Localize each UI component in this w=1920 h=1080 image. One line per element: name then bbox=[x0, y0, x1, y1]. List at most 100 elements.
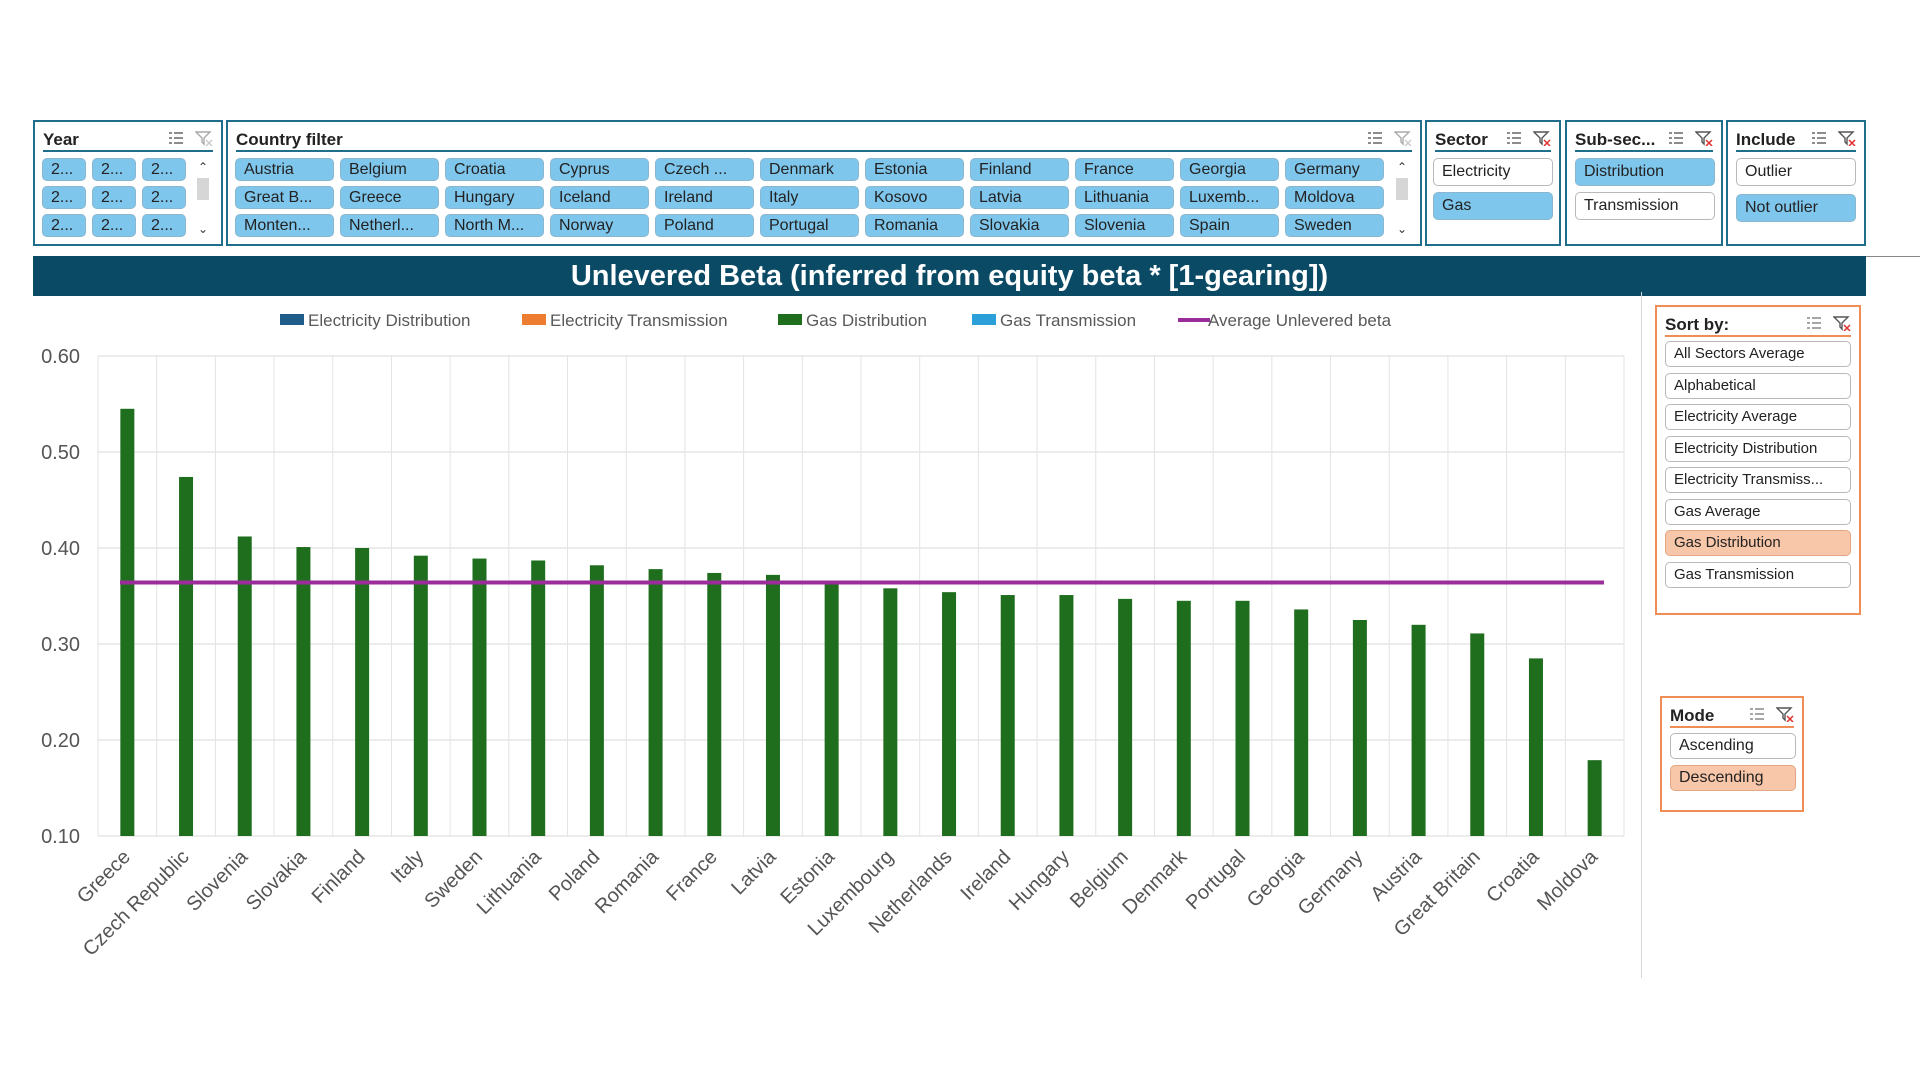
bar-gas-distribution bbox=[296, 547, 311, 836]
year-item-1[interactable]: 2... bbox=[42, 158, 86, 181]
subsector-distribution-button[interactable]: Distribution bbox=[1575, 158, 1715, 186]
year-item-5[interactable]: 2... bbox=[92, 186, 136, 209]
bar-gas-distribution bbox=[648, 569, 663, 836]
country-scrollbar[interactable]: ⌃ ⌄ bbox=[1394, 160, 1410, 238]
country-button[interactable]: Belgium bbox=[340, 158, 439, 181]
country-button[interactable]: Latvia bbox=[970, 186, 1069, 209]
sort-option[interactable]: Gas Average bbox=[1665, 498, 1851, 525]
x-category-label: France bbox=[662, 846, 722, 906]
mode-ascending-button[interactable]: Ascending bbox=[1670, 733, 1796, 759]
country-button[interactable]: Moldova bbox=[1285, 186, 1384, 209]
clear-filter-icon[interactable] bbox=[1775, 706, 1794, 723]
country-button[interactable]: Slovenia bbox=[1075, 214, 1174, 237]
include-outlier-button[interactable]: Outlier bbox=[1736, 158, 1856, 186]
sort-option[interactable]: Gas Distribution bbox=[1665, 530, 1851, 556]
country-button[interactable]: Slovakia bbox=[970, 214, 1069, 237]
sector-gas-button[interactable]: Gas bbox=[1433, 192, 1553, 220]
bar-gas-distribution bbox=[942, 592, 957, 836]
clear-filter-icon[interactable] bbox=[1532, 130, 1551, 147]
bar-gas-distribution bbox=[179, 476, 194, 836]
country-button[interactable]: Monten... bbox=[235, 214, 334, 237]
multi-select-icon[interactable] bbox=[1805, 315, 1823, 331]
sector-slicer-header: Sector bbox=[1435, 128, 1551, 150]
country-button[interactable]: Croatia bbox=[445, 158, 544, 181]
y-tick-label: 0.30 bbox=[41, 634, 80, 656]
country-button[interactable]: Ireland bbox=[655, 186, 754, 209]
country-button[interactable]: Denmark bbox=[760, 158, 859, 181]
year-item-7[interactable]: 2... bbox=[42, 214, 86, 237]
country-button[interactable]: Spain bbox=[1180, 214, 1279, 237]
bar-gas-distribution bbox=[1411, 624, 1426, 836]
sort-option[interactable]: Electricity Transmiss... bbox=[1665, 467, 1851, 493]
x-category-label: Portugal bbox=[1182, 846, 1250, 914]
bar-gas-distribution bbox=[765, 574, 780, 836]
country-button[interactable]: Sweden bbox=[1285, 214, 1384, 237]
country-button[interactable]: Cyprus bbox=[550, 158, 649, 181]
country-button[interactable]: Lithuania bbox=[1075, 186, 1174, 209]
year-item-4[interactable]: 2... bbox=[42, 186, 86, 209]
include-slicer: Include Outlier Not outlier bbox=[1726, 120, 1866, 246]
country-button[interactable]: Luxemb... bbox=[1180, 186, 1279, 209]
bar-gas-distribution bbox=[1294, 609, 1309, 836]
x-category-label: Slovenia bbox=[182, 845, 252, 915]
sort-option[interactable]: Electricity Average bbox=[1665, 404, 1851, 430]
country-button[interactable]: Germany bbox=[1285, 158, 1384, 181]
clear-filter-icon[interactable] bbox=[1393, 130, 1412, 147]
legend-swatch bbox=[280, 314, 304, 325]
sort-option[interactable]: Gas Transmission bbox=[1665, 561, 1851, 588]
scroll-up-icon[interactable]: ⌃ bbox=[197, 160, 209, 174]
country-button[interactable]: Austria bbox=[235, 158, 334, 181]
country-button[interactable]: Kosovo bbox=[865, 186, 964, 209]
country-button[interactable]: Great B... bbox=[235, 186, 334, 209]
country-button[interactable]: Georgia bbox=[1180, 158, 1279, 181]
scroll-down-icon[interactable]: ⌄ bbox=[197, 222, 209, 236]
sort-option[interactable]: All Sectors Average bbox=[1665, 341, 1851, 367]
year-item-9[interactable]: 2... bbox=[142, 214, 186, 237]
y-tick-label: 0.40 bbox=[41, 538, 80, 560]
scroll-up-icon[interactable]: ⌃ bbox=[1396, 160, 1408, 174]
country-button[interactable]: Hungary bbox=[445, 186, 544, 209]
clear-filter-icon[interactable] bbox=[1832, 315, 1851, 332]
year-item-2[interactable]: 2... bbox=[92, 158, 136, 181]
country-button[interactable]: Italy bbox=[760, 186, 859, 209]
country-button[interactable]: Poland bbox=[655, 214, 754, 237]
country-button[interactable]: Norway bbox=[550, 214, 649, 237]
subsector-transmission-button[interactable]: Transmission bbox=[1575, 192, 1715, 220]
country-button[interactable]: Netherl... bbox=[340, 214, 439, 237]
legend-label: Average Unlevered beta bbox=[1208, 311, 1392, 330]
clear-filter-icon[interactable] bbox=[194, 130, 213, 147]
include-not-outlier-button[interactable]: Not outlier bbox=[1736, 194, 1856, 222]
multi-select-icon[interactable] bbox=[1810, 130, 1828, 146]
year-item-6[interactable]: 2... bbox=[142, 186, 186, 209]
sort-option[interactable]: Electricity Distribution bbox=[1665, 435, 1851, 462]
x-category-label: Denmark bbox=[1118, 845, 1192, 919]
multi-select-icon[interactable] bbox=[1667, 130, 1685, 146]
country-button[interactable]: Czech ... bbox=[655, 158, 754, 181]
multi-select-icon[interactable] bbox=[167, 130, 185, 146]
sector-electricity-button[interactable]: Electricity bbox=[1433, 158, 1553, 186]
multi-select-icon[interactable] bbox=[1366, 130, 1384, 146]
sort-option[interactable]: Alphabetical bbox=[1665, 372, 1851, 399]
sector-slicer: Sector Electricity Gas bbox=[1425, 120, 1561, 246]
country-button[interactable]: North M... bbox=[445, 214, 544, 237]
clear-filter-icon[interactable] bbox=[1694, 130, 1713, 147]
year-item-3[interactable]: 2... bbox=[142, 158, 186, 181]
scroll-down-icon[interactable]: ⌄ bbox=[1396, 222, 1408, 236]
divider bbox=[1866, 256, 1920, 257]
mode-descending-button[interactable]: Descending bbox=[1670, 765, 1796, 791]
year-item-8[interactable]: 2... bbox=[92, 214, 136, 237]
country-button[interactable]: Estonia bbox=[865, 158, 964, 181]
clear-filter-icon[interactable] bbox=[1837, 130, 1856, 147]
multi-select-icon[interactable] bbox=[1505, 130, 1523, 146]
country-button[interactable]: Romania bbox=[865, 214, 964, 237]
country-button[interactable]: Finland bbox=[970, 158, 1069, 181]
country-button[interactable]: Iceland bbox=[550, 186, 649, 209]
country-button[interactable]: France bbox=[1075, 158, 1174, 181]
country-filter-slicer: Country filter Austria Belgium Croatia Cypr… bbox=[226, 120, 1422, 246]
y-tick-label: 0.50 bbox=[41, 442, 80, 464]
country-button[interactable]: Portugal bbox=[760, 214, 859, 237]
year-scrollbar[interactable]: ⌃ ⌄ bbox=[195, 160, 211, 238]
multi-select-icon[interactable] bbox=[1748, 706, 1766, 722]
bar-gas-distribution bbox=[1176, 600, 1191, 836]
country-button[interactable]: Greece bbox=[340, 186, 439, 209]
